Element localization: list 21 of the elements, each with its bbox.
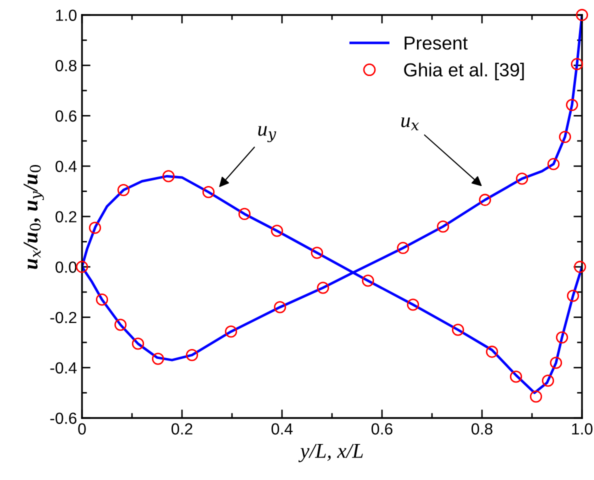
y-tick-label: 0.6 xyxy=(56,110,76,122)
x-tick-label: 0.2 xyxy=(172,423,192,435)
x-tick-label: 0.6 xyxy=(372,423,392,435)
y-tick-label: -0.4 xyxy=(50,362,77,374)
x-tick-label: 0 xyxy=(78,423,86,435)
x-tick-label: 0.8 xyxy=(472,423,492,435)
y-axis-title: u$_{x}$/u$_{0}$, u$_{y}$/u$_{0}$ xyxy=(24,164,44,269)
annotation: u$_{y}$ xyxy=(258,126,276,142)
y-tick-label: 1.0 xyxy=(56,10,77,21)
legend-label: Ghia et al. [39] xyxy=(404,62,524,80)
x-tick-label: 1.0 xyxy=(572,423,592,435)
y-tick-label: 0.0 xyxy=(56,262,77,273)
y-tick-label: 0.8 xyxy=(56,60,76,72)
annotation: u$_{x}$ xyxy=(401,117,419,130)
legend-label: Present xyxy=(404,36,468,50)
x-tick-label: 0.4 xyxy=(272,423,293,435)
y-tick-label: -0.6 xyxy=(50,412,76,424)
x-axis-title: y/L, x/L xyxy=(298,444,363,462)
y-tick-label: 0.4 xyxy=(56,160,77,172)
y-tick-label: 0.2 xyxy=(56,211,76,222)
y-tick-label: -0.2 xyxy=(50,312,76,324)
